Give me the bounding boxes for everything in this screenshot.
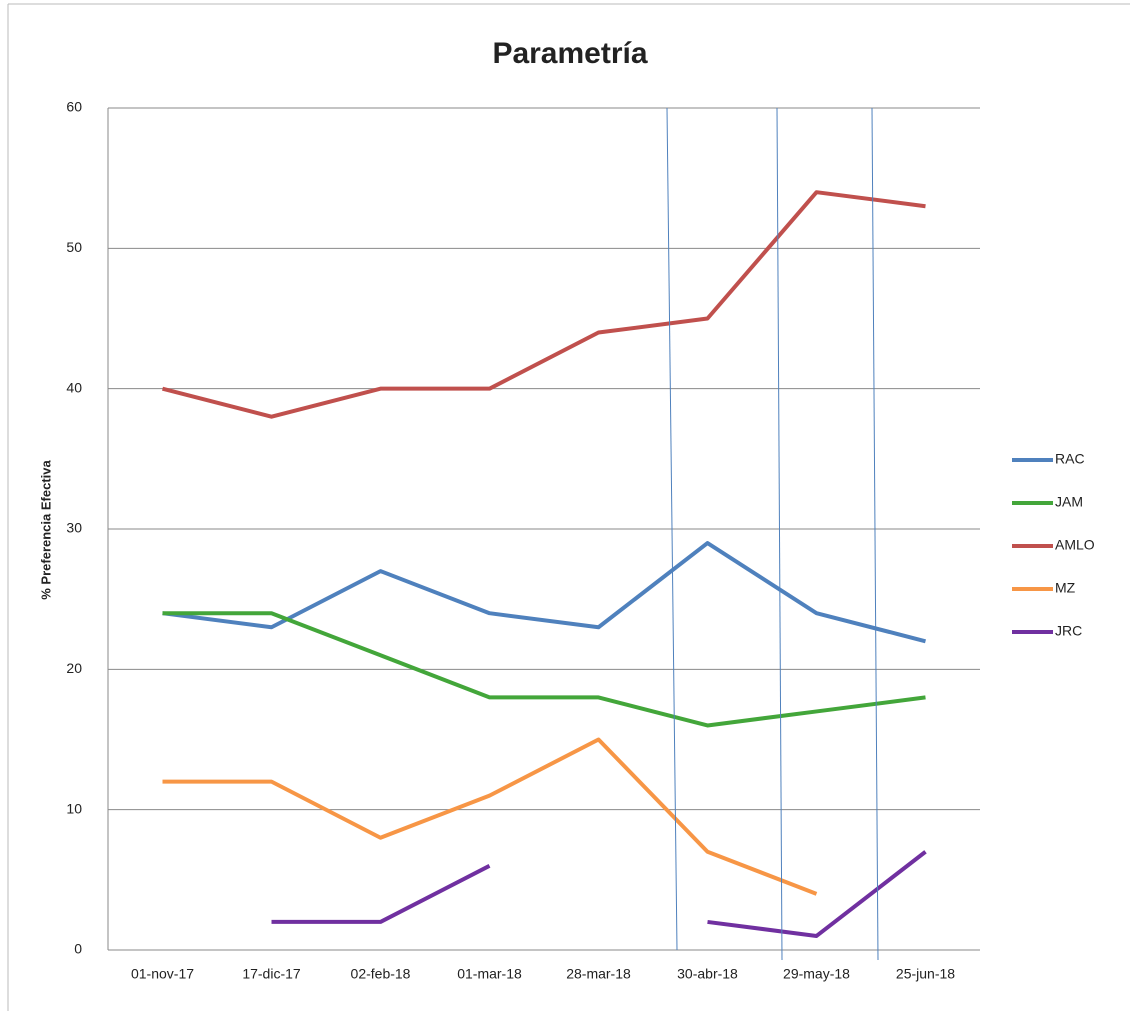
plot-area: 0 10 20 30 40 50 60 01-nov-17 17-dic-17 02-feb-18… bbox=[66, 99, 980, 982]
series-line bbox=[162, 737, 818, 896]
y-tick-label: 30 bbox=[66, 520, 82, 536]
legend-label: RAC bbox=[1055, 451, 1085, 467]
x-tick-label: 02-feb-18 bbox=[351, 966, 411, 982]
y-tick-label: 40 bbox=[66, 379, 82, 395]
annotation-line bbox=[871, 107, 879, 961]
x-tick-label: 01-mar-18 bbox=[457, 966, 522, 982]
x-tick-label: 29-may-18 bbox=[783, 966, 850, 982]
series-line bbox=[162, 541, 926, 644]
y-tick-label: 0 bbox=[74, 941, 82, 957]
y-tick-label: 20 bbox=[66, 660, 82, 676]
series-line bbox=[162, 190, 926, 419]
series-line bbox=[162, 611, 926, 728]
x-tick-label: 17-dic-17 bbox=[242, 966, 301, 982]
x-tick-label: 28-mar-18 bbox=[566, 966, 631, 982]
series-line bbox=[271, 850, 927, 938]
y-axis-label: % Preferencia Efectiva bbox=[38, 460, 53, 600]
chart-title: Parametría bbox=[492, 37, 647, 70]
y-tick-label: 50 bbox=[66, 239, 82, 255]
x-tick-label: 25-jun-18 bbox=[896, 966, 955, 982]
legend-label: AMLO bbox=[1055, 537, 1095, 553]
y-tick-label: 60 bbox=[66, 99, 82, 115]
annotation-line bbox=[776, 107, 783, 961]
legend-label: MZ bbox=[1055, 580, 1076, 596]
legend-label: JRC bbox=[1055, 623, 1082, 639]
annotation-line bbox=[666, 107, 678, 951]
y-tick-label: 10 bbox=[66, 800, 82, 816]
x-tick-label: 01-nov-17 bbox=[131, 966, 194, 982]
x-tick-label: 30-abr-18 bbox=[677, 966, 738, 982]
legend-label: JAM bbox=[1055, 494, 1083, 510]
